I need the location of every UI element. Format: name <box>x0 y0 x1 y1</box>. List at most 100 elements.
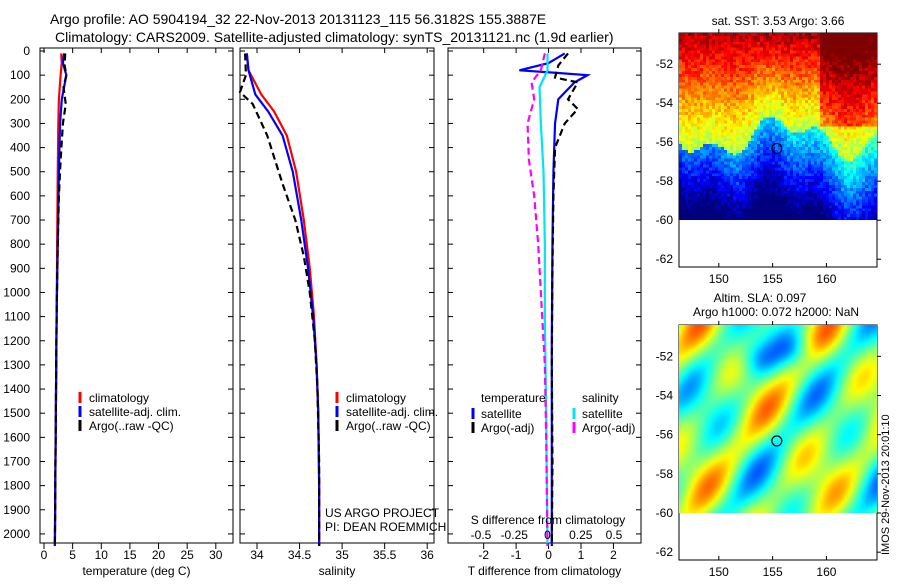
y-tick-label: -52 <box>656 349 674 363</box>
y-tick-label: 300 <box>10 116 30 130</box>
y-tick-label: -54 <box>656 389 674 403</box>
legend-label: satellite <box>481 407 522 421</box>
x-axis-label: temperature (deg C) <box>82 564 190 578</box>
y-tick-label: 0 <box>23 44 30 58</box>
y-tick-label: 1000 <box>3 285 30 299</box>
s-tick-label: 0.5 <box>606 528 623 542</box>
x-tick-label: 155 <box>763 272 783 286</box>
series-line-temperature-argo-adj- <box>550 52 580 547</box>
legend-title-salinity: salinity <box>582 391 619 405</box>
figure-title-line2: Climatology: CARS2009. Satellite-adjuste… <box>55 29 613 45</box>
plot-frame <box>39 47 234 544</box>
y-tick-label: -62 <box>656 545 674 559</box>
x-tick-label: -1 <box>511 548 522 562</box>
x-tick-label: 10 <box>95 548 109 562</box>
y-tick-label: 1800 <box>3 479 30 493</box>
x-tick-label: 35.5 <box>373 548 397 562</box>
x-tick-label: 0 <box>545 548 552 562</box>
sla-map-image <box>679 325 877 513</box>
panel-difference: -2 -1 0 1 2 T difference from climatology temp… <box>447 47 642 578</box>
panel-temperature: 0100200300400500600700800900100011001200… <box>3 44 234 578</box>
legend-label: climatology <box>346 391 406 405</box>
x-tick-label: 2 <box>610 548 617 562</box>
legend-label: satellite <box>582 407 623 421</box>
legend-label: Argo(-adj) <box>481 421 534 435</box>
y-tick-label: -58 <box>656 467 674 481</box>
x-tick-label: 36 <box>421 548 435 562</box>
y-tick-label: 500 <box>10 165 30 179</box>
annotation-project: US ARGO PROJECT <box>325 506 440 520</box>
legend-title-temperature: temperature <box>481 391 546 405</box>
y-tick-label: 1700 <box>3 454 30 468</box>
x-tick-label: 35 <box>335 548 349 562</box>
y-tick-label: 200 <box>10 92 30 106</box>
plot-frame <box>447 47 642 544</box>
y-tick-label: 700 <box>10 213 30 227</box>
x-tick-label: 160 <box>816 272 836 286</box>
map-title: sat. SST: 3.53 Argo: 3.66 <box>712 14 845 28</box>
x-tick-label: 30 <box>209 548 223 562</box>
y-tick-label: -56 <box>656 428 674 442</box>
y-tick-label: -52 <box>656 57 674 71</box>
y-tick-label: -54 <box>656 96 674 110</box>
x-tick-label: 1 <box>578 548 585 562</box>
y-tick-label: -60 <box>656 213 674 227</box>
y-tick-label: -60 <box>656 506 674 520</box>
s-tick-label: 0 <box>544 528 551 542</box>
y-tick-label: 1300 <box>3 358 30 372</box>
x-tick-label: 34.5 <box>288 548 312 562</box>
series-line-climatology <box>245 53 321 546</box>
plot-frame <box>239 47 435 544</box>
legend-label: satellite-adj. clim. <box>346 405 438 419</box>
x-tick-label: 160 <box>816 565 836 579</box>
legend-label: Argo(..raw -QC) <box>89 419 174 433</box>
legend-label: Argo(..raw -QC) <box>346 419 431 433</box>
x-axis-label: salinity <box>319 564 356 578</box>
y-tick-label: 1900 <box>3 503 30 517</box>
map-panels: 150 155 160 -52 -54 -56 -58 -60 -62 sat. SST: 3.5… <box>656 14 881 579</box>
s-tick-label: -0.25 <box>501 528 529 542</box>
y-tick-label: 1400 <box>3 382 30 396</box>
y-tick-label: 600 <box>10 189 30 203</box>
x-tick-label: 25 <box>181 548 195 562</box>
y-tick-label: 1600 <box>3 430 30 444</box>
series-line-argo-raw-qc- <box>238 53 321 546</box>
x-tick-label: 5 <box>69 548 76 562</box>
x-tick-label: 150 <box>709 565 729 579</box>
x-tick-label: 15 <box>123 548 137 562</box>
figure-title-line1: Argo profile: AO 5904194_32 22-Nov-2013 … <box>50 11 546 27</box>
secondary-axis-label: S difference from climatology <box>471 513 626 527</box>
legend-label: climatology <box>89 391 149 405</box>
legend-label: Argo(-adj) <box>582 421 635 435</box>
y-tick-label: 400 <box>10 141 30 155</box>
y-tick-label: 800 <box>10 237 30 251</box>
x-tick-label: 34 <box>250 548 264 562</box>
series-line-argo-raw-qc- <box>53 53 68 547</box>
y-tick-label: 900 <box>10 261 30 275</box>
sst-map-image <box>679 33 877 221</box>
map-title: Altim. SLA: 0.097 <box>714 291 807 305</box>
profile-panels: 0100200300400500600700800900100011001200… <box>3 44 642 578</box>
y-tick-label: 2000 <box>3 527 30 541</box>
x-tick-label: 155 <box>763 565 783 579</box>
x-tick-label: -2 <box>478 548 489 562</box>
y-tick-label: -58 <box>656 174 674 188</box>
imos-timestamp: IMOS 29-Nov-2013 20:01:10 <box>880 414 892 555</box>
y-tick-label: -56 <box>656 135 674 149</box>
y-tick-label: 100 <box>10 68 30 82</box>
y-tick-label: 1500 <box>3 406 30 420</box>
legend-label: satellite-adj. clim. <box>89 405 181 419</box>
s-tick-label: -0.5 <box>471 528 492 542</box>
annotation-pi: PI: DEAN ROEMMICH <box>325 520 446 534</box>
y-tick-label: -62 <box>656 252 674 266</box>
x-axis-label: T difference from climatology <box>468 564 622 578</box>
panel-salinity: 34 34.5 35 35.5 36 salinity climatologysatelli… <box>238 47 446 578</box>
map-subtitle: Argo h1000: 0.072 h2000: NaN <box>693 305 859 319</box>
x-tick-label: 0 <box>41 548 48 562</box>
s-tick-label: 0.25 <box>569 528 593 542</box>
y-tick-label: 1100 <box>4 310 30 324</box>
x-tick-label: 150 <box>709 272 729 286</box>
x-tick-label: 20 <box>152 548 166 562</box>
y-tick-label: 1200 <box>3 334 30 348</box>
